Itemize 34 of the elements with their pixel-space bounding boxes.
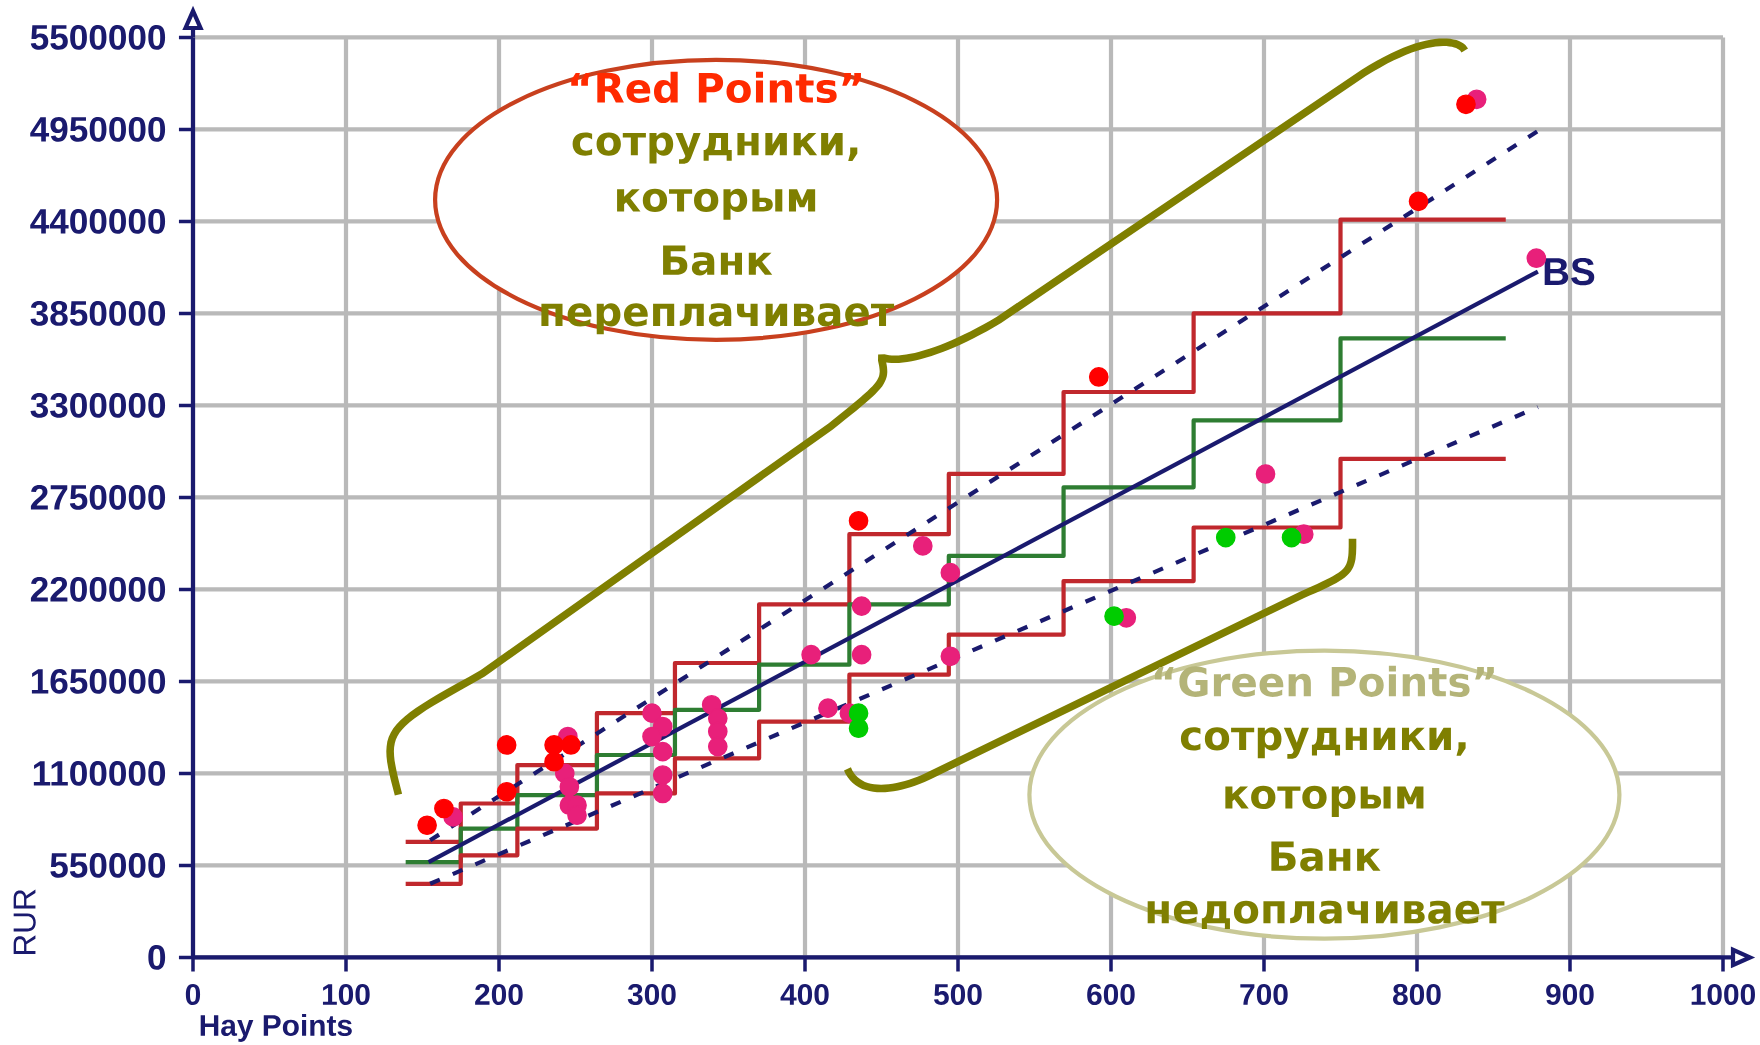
y-tick-label: 4400000: [30, 208, 166, 234]
y-tick-label: 1650000: [31, 668, 166, 694]
x-tick-label: 600: [1087, 983, 1135, 1005]
x-tick-label: 700: [1240, 983, 1288, 1005]
x-tick-label: 400: [780, 983, 829, 1005]
annotation: “Green Points”: [1154, 665, 1494, 697]
series-label: BS: [1544, 257, 1595, 286]
y-tick-label: 550000: [50, 852, 166, 878]
annotation: сотрудники,: [1180, 727, 1466, 759]
y-tick-label: 5500000: [30, 24, 166, 50]
annotation: Банк: [1271, 841, 1381, 872]
annotation: “Red Points”: [571, 71, 861, 104]
y-tick-label: 3300000: [30, 392, 166, 418]
y-tick-label: 2200000: [30, 576, 166, 602]
x-tick-label: 100: [322, 983, 370, 1005]
x-tick-label: 500: [934, 983, 982, 1005]
annotation: которым: [1225, 785, 1424, 817]
y-tick-label: 0: [148, 944, 166, 970]
y-tick-label: 1100000: [33, 760, 166, 786]
x-tick-label: 200: [475, 983, 523, 1005]
x-tick-label: 800: [1393, 983, 1441, 1005]
annotation: недоплачивает: [1147, 900, 1505, 929]
annotation: Банк: [663, 245, 773, 276]
annotation: которым: [617, 188, 816, 220]
x-tick-label: 0: [185, 983, 201, 1005]
y-axis-title: RUR: [13, 889, 36, 955]
y-tick-label: 4950000: [30, 116, 166, 142]
x-axis-title: Hay Points: [200, 1014, 352, 1042]
y-tick-label: 2750000: [30, 484, 166, 510]
x-tick-label: 1000: [1691, 983, 1755, 1005]
x-tick-label: 900: [1546, 983, 1594, 1005]
x-tick-label: 300: [627, 983, 676, 1006]
annotation: сотрудники,: [572, 132, 858, 164]
y-tick-label: 3850000: [30, 300, 166, 326]
